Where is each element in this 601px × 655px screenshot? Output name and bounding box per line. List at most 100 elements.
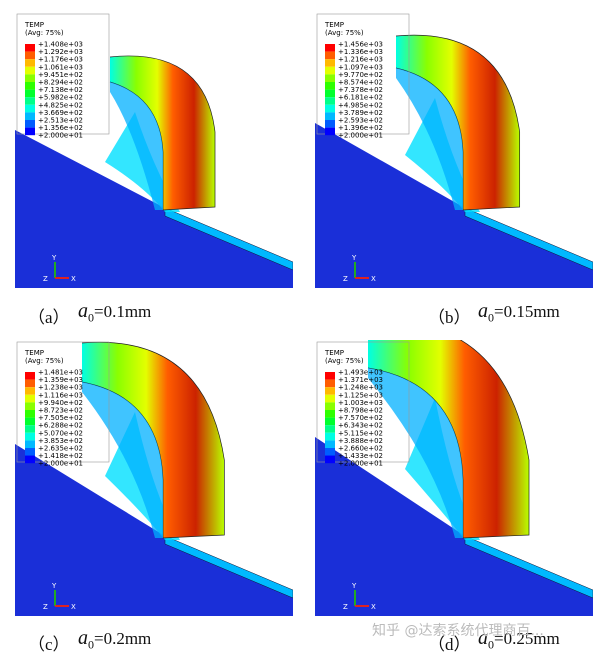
contour-plot: TEMP(Avg: 75%) +1.493e+03+1.371e+03+1.248… bbox=[315, 340, 593, 616]
legend-value: +3.669e+02 bbox=[38, 109, 83, 117]
legend-swatch bbox=[25, 127, 35, 136]
legend-swatch bbox=[25, 74, 35, 82]
caption-variable: a bbox=[78, 300, 88, 322]
watermark: 知乎 @达索系统代理商百... bbox=[372, 623, 544, 639]
caption-variable: a bbox=[478, 300, 488, 322]
caption-value: =0.1mm bbox=[94, 302, 152, 321]
caption-value: =0.25mm bbox=[494, 629, 560, 648]
legend-swatch bbox=[25, 448, 35, 456]
legend-value: +7.138e+02 bbox=[38, 86, 83, 94]
legend-value: +1.396e+02 bbox=[338, 124, 383, 132]
legend-value: +3.853e+02 bbox=[38, 437, 83, 445]
legend-swatch bbox=[325, 440, 335, 448]
legend-swatch bbox=[325, 417, 335, 426]
legend-subtitle: (Avg: 75%) bbox=[325, 357, 364, 365]
triad-label: Y bbox=[351, 582, 357, 590]
legend-swatch bbox=[325, 112, 335, 120]
triad-label: Z bbox=[43, 603, 48, 611]
legend-title: TEMP bbox=[24, 349, 44, 357]
legend-value: +1.292e+03 bbox=[38, 48, 83, 56]
contour-plot: TEMP(Avg: 75%) +1.408e+03+1.292e+03+1.176… bbox=[15, 13, 293, 288]
triad-label: Y bbox=[51, 582, 57, 590]
caption-value: =0.2mm bbox=[94, 629, 152, 648]
legend-frame bbox=[316, 13, 410, 135]
legend-swatch bbox=[25, 410, 35, 418]
legend-value: +5.070e+02 bbox=[38, 429, 83, 437]
legend-value: +2.000e+01 bbox=[38, 132, 83, 140]
legend-value: +1.493e+03 bbox=[338, 369, 383, 377]
chip-side bbox=[368, 340, 463, 538]
legend-swatch bbox=[25, 104, 35, 113]
triad-label: X bbox=[371, 275, 376, 283]
triad-label: X bbox=[371, 603, 376, 611]
legend-value: +8.294e+02 bbox=[38, 79, 83, 87]
legend-subtitle: (Avg: 75%) bbox=[325, 29, 364, 37]
legend-value: +8.798e+02 bbox=[338, 407, 383, 415]
caption-subscript: 0 bbox=[88, 310, 94, 325]
caption-label: （b） bbox=[428, 308, 471, 327]
legend-subtitle: (Avg: 75%) bbox=[25, 357, 64, 365]
caption-subscript: 0 bbox=[88, 637, 94, 652]
legend-swatch bbox=[325, 82, 335, 90]
legend-value: +1.216e+03 bbox=[338, 56, 383, 64]
caption-value: =0.15mm bbox=[494, 302, 560, 321]
caption-variable: a bbox=[478, 627, 488, 649]
legend-swatch bbox=[325, 127, 335, 136]
caption-text: a0=0.1mm bbox=[78, 300, 151, 325]
legend-value: +3.789e+02 bbox=[338, 109, 383, 117]
legend-swatch bbox=[25, 89, 35, 98]
triad-label: Z bbox=[343, 603, 348, 611]
legend-value: +8.574e+02 bbox=[338, 79, 383, 87]
legend-swatch bbox=[25, 44, 35, 52]
legend-swatch bbox=[25, 379, 35, 388]
legend-swatch bbox=[25, 82, 35, 90]
legend-swatch bbox=[325, 379, 335, 388]
legend-swatch bbox=[25, 432, 35, 441]
legend-value: +1.003e+03 bbox=[338, 399, 383, 407]
legend-value: +1.456e+03 bbox=[338, 41, 383, 49]
legend-value: +1.359e+03 bbox=[38, 376, 83, 384]
legend-value: +9.770e+02 bbox=[338, 71, 383, 79]
legend-value: +9.940e+02 bbox=[38, 399, 83, 407]
legend-swatch bbox=[325, 44, 335, 52]
legend-value: +6.288e+02 bbox=[38, 422, 83, 430]
triad-label: Y bbox=[351, 254, 357, 262]
legend-value: +2.000e+01 bbox=[338, 132, 383, 140]
legend-value: +1.125e+03 bbox=[338, 391, 383, 399]
legend-swatch bbox=[25, 394, 35, 403]
legend-swatch bbox=[325, 425, 335, 433]
legend-value: +2.635e+02 bbox=[38, 445, 83, 453]
machined-surface bbox=[464, 207, 593, 271]
legend-swatch bbox=[325, 89, 335, 98]
legend-subtitle: (Avg: 75%) bbox=[25, 29, 64, 37]
legend-swatch bbox=[25, 425, 35, 433]
legend-swatch bbox=[325, 120, 335, 128]
legend-value: +7.505e+02 bbox=[38, 414, 83, 422]
caption-label: （a） bbox=[28, 308, 70, 327]
legend-swatch bbox=[25, 402, 35, 410]
legend-title: TEMP bbox=[24, 21, 44, 29]
legend-value: +1.061e+03 bbox=[38, 63, 83, 71]
caption-label: （c） bbox=[28, 635, 70, 654]
legend-swatch bbox=[325, 66, 335, 75]
chip-side bbox=[396, 36, 463, 210]
legend-swatch bbox=[25, 97, 35, 105]
legend-value: +2.000e+01 bbox=[38, 460, 83, 468]
legend-swatch bbox=[25, 51, 35, 60]
legend-value: +1.408e+03 bbox=[38, 41, 83, 49]
legend-value: +4.825e+02 bbox=[38, 101, 83, 109]
legend-title: TEMP bbox=[324, 21, 344, 29]
legend-swatch bbox=[325, 455, 335, 464]
legend-swatch bbox=[325, 372, 335, 380]
caption-subscript: 0 bbox=[488, 310, 494, 325]
legend-value: +8.723e+02 bbox=[38, 407, 83, 415]
triad-label: Z bbox=[343, 275, 348, 283]
caption-text: a0=0.25mm bbox=[478, 627, 560, 652]
legend-swatch bbox=[25, 417, 35, 426]
legend-value: +1.481e+03 bbox=[38, 369, 83, 377]
legend-frame bbox=[316, 341, 410, 463]
contour-plot: TEMP(Avg: 75%) +1.456e+03+1.336e+03+1.216… bbox=[315, 13, 593, 288]
legend-swatch bbox=[325, 97, 335, 105]
legend-value: +5.982e+02 bbox=[38, 94, 83, 102]
